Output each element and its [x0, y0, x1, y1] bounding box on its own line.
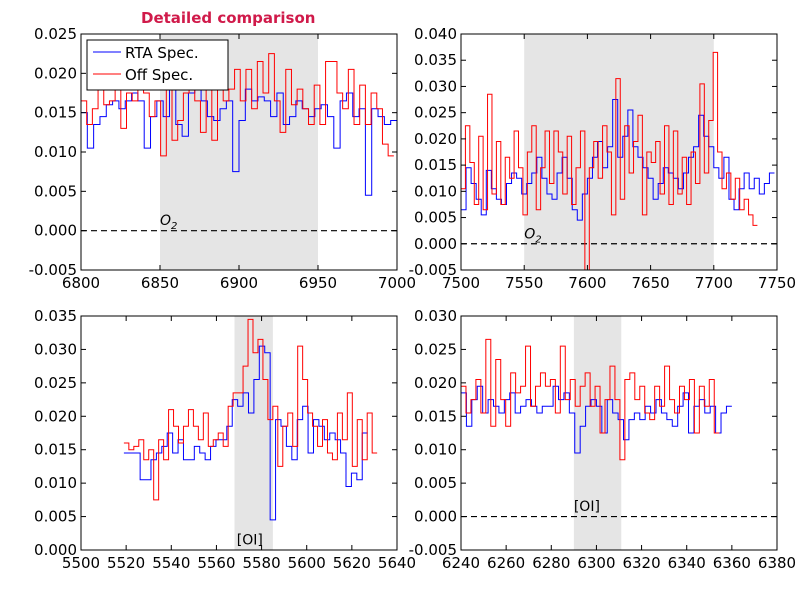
- x-tick-label: 5580: [242, 554, 280, 572]
- x-tick-label: 5560: [197, 554, 235, 572]
- shaded-band: [234, 316, 273, 550]
- series-off-spec: [461, 51, 758, 270]
- y-tick-label: 0.030: [414, 77, 457, 95]
- series-off-spec: [123, 318, 378, 501]
- x-tick-label: 7550: [505, 274, 543, 292]
- y-tick-label: 0.010: [34, 143, 77, 161]
- y-tick-label: 0.015: [414, 407, 457, 425]
- legend-label-rta: RTA Spec.: [125, 44, 199, 62]
- y-tick-label: 0.010: [34, 474, 77, 492]
- x-tick-label: 7500: [442, 274, 480, 292]
- y-tick-label: 0.025: [414, 104, 457, 122]
- x-tick-label: 6340: [668, 554, 706, 572]
- x-tick-label: 6380: [758, 554, 796, 572]
- series-rta-spec: [123, 345, 368, 521]
- panel-bottom-right: [OI] 6240 6260 6280 6300 6320 6340 6360 6380 -0.0…: [409, 307, 796, 572]
- y-tick-label: 0.040: [414, 25, 457, 43]
- axes-frame: [460, 33, 778, 271]
- x-tick-label: 6360: [713, 554, 751, 572]
- y-tick-label: 0.025: [34, 25, 77, 43]
- legend: RTA Spec. Off Spec.: [86, 39, 229, 91]
- y-tick-label: 0.030: [34, 340, 77, 358]
- y-tick-label: 0.020: [414, 374, 457, 392]
- band-annotation-subscript: 2: [535, 235, 541, 246]
- axes-frame: [80, 315, 398, 551]
- y-tick-label: -0.005: [29, 261, 77, 279]
- panel-bottom-left: [OI] 5500 5520 5540 5560 5580 5600 5620 5640 0.00…: [34, 307, 416, 572]
- x-tick-label: 7650: [632, 274, 670, 292]
- x-tick-label: 5620: [333, 554, 371, 572]
- y-tick-label: 0.015: [34, 441, 77, 459]
- band-annotation: [OI]: [574, 499, 600, 515]
- y-tick-label: 0.000: [34, 222, 77, 240]
- x-tick-label: 7700: [695, 274, 733, 292]
- band-annotation-subscript: 2: [171, 221, 177, 232]
- y-tick-label: 0.035: [414, 51, 457, 69]
- x-tick-label: 6800: [62, 274, 100, 292]
- y-tick-label: 0.030: [414, 307, 457, 325]
- x-tick-label: 5540: [152, 554, 190, 572]
- shaded-band: [573, 316, 622, 550]
- x-tick-label: 6950: [299, 274, 337, 292]
- y-tick-label: 0.025: [414, 340, 457, 358]
- y-tick-label: 0.010: [414, 441, 457, 459]
- x-tick-label: 7000: [378, 274, 416, 292]
- band-annotation: [OI]: [237, 533, 263, 549]
- x-tick-label: 6300: [577, 554, 615, 572]
- y-tick-label: 0.005: [34, 508, 77, 526]
- x-tick-label: 5520: [107, 554, 145, 572]
- y-tick-label: 0.015: [414, 156, 457, 174]
- x-tick-label: 6320: [622, 554, 660, 572]
- x-tick-label: 5600: [288, 554, 326, 572]
- plot-area: [461, 34, 777, 270]
- series-off-spec: [461, 338, 720, 461]
- x-tick-label: 6900: [220, 274, 258, 292]
- y-tick-label: -0.005: [409, 541, 457, 559]
- y-tick-label: 0.005: [34, 182, 77, 200]
- x-tick-label: 7750: [758, 274, 796, 292]
- x-tick-label: 6240: [442, 554, 480, 572]
- x-tick-label: 5640: [378, 554, 416, 572]
- y-tick-label: 0.035: [34, 307, 77, 325]
- y-tick-label: 0.005: [414, 474, 457, 492]
- x-tick-label: 6260: [487, 554, 525, 572]
- x-tick-label: 6280: [532, 554, 570, 572]
- y-tick-label: 0.025: [34, 374, 77, 392]
- y-tick-label: 0.020: [34, 407, 77, 425]
- series-off-spec: [81, 53, 394, 157]
- y-tick-label: 0.020: [414, 130, 457, 148]
- figure-title: Detailed comparison: [141, 9, 316, 27]
- x-tick-label: 7600: [568, 274, 606, 292]
- shaded-band: [524, 34, 714, 270]
- y-tick-label: 0.015: [34, 104, 77, 122]
- plot-area: [461, 316, 777, 550]
- y-tick-label: 0.000: [414, 235, 457, 253]
- series-rta-spec: [81, 61, 397, 196]
- y-tick-label: 0.000: [414, 508, 457, 526]
- plot-area: [123, 316, 378, 550]
- y-tick-label: -0.005: [409, 261, 457, 279]
- y-tick-label: 0.010: [414, 182, 457, 200]
- y-tick-label: 0.020: [34, 64, 77, 82]
- y-tick-label: 0.005: [414, 209, 457, 227]
- x-tick-label: 6850: [141, 274, 179, 292]
- x-tick-label: 5500: [62, 554, 100, 572]
- axes-frame: [460, 315, 778, 551]
- legend-label-off: Off Spec.: [125, 66, 193, 84]
- legend-box: [86, 39, 229, 91]
- y-tick-label: 0.000: [34, 541, 77, 559]
